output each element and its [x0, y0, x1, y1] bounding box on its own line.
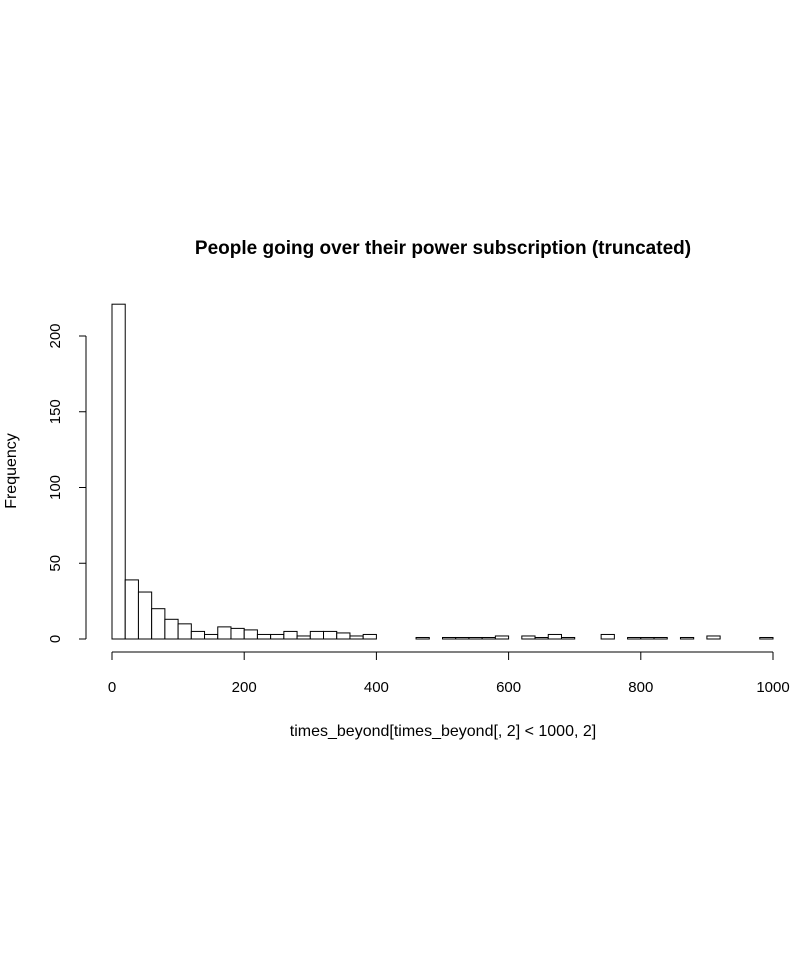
histogram-bar — [230, 627, 245, 640]
histogram-bar — [468, 636, 483, 640]
y-tick-label: 200 — [47, 323, 64, 348]
histogram-bar — [627, 636, 642, 640]
y-axis-label: Frequency — [3, 433, 20, 509]
x-tick-label: 400 — [364, 679, 389, 696]
x-axis-label: times_beyond[times_beyond[, 2] < 1000, 2… — [290, 723, 596, 740]
histogram-bar — [336, 632, 351, 640]
histogram-bar — [243, 629, 258, 640]
y-tick-label: 50 — [47, 555, 64, 572]
histogram-bar — [217, 626, 232, 640]
histogram-bar — [560, 636, 576, 640]
bars-group — [111, 303, 774, 640]
histogram-bar — [679, 636, 695, 640]
histogram-bar — [151, 608, 166, 640]
chart-title: People going over their power subscripti… — [195, 238, 691, 259]
histogram-bar — [204, 633, 219, 640]
histogram-bar — [600, 633, 615, 640]
histogram-bar — [481, 636, 496, 640]
histogram-bar — [534, 636, 549, 640]
histogram-bar — [270, 633, 285, 640]
histogram-bar — [349, 635, 364, 640]
histogram-bar — [323, 630, 338, 640]
histogram-bar — [137, 591, 153, 640]
histogram-bar — [759, 636, 774, 640]
x-tick-label: 1000 — [756, 679, 789, 696]
histogram-bar — [415, 636, 430, 640]
histogram-bar — [124, 579, 139, 640]
histogram-bar — [256, 633, 272, 640]
histogram-bar — [296, 635, 311, 640]
histogram-bar — [494, 635, 510, 640]
histogram-bar — [653, 636, 668, 640]
y-tick-label: 150 — [47, 399, 64, 424]
histogram-bar — [455, 636, 470, 640]
histogram-bar — [190, 630, 206, 640]
histogram-bar — [177, 623, 192, 640]
x-tick-label: 200 — [232, 679, 257, 696]
x-tick-label: 800 — [628, 679, 653, 696]
histogram-bar — [164, 618, 179, 640]
x-axis-ticks: 0 200 400 600 800 1000 — [108, 652, 790, 696]
histogram-bar — [309, 630, 325, 640]
histogram-bar — [283, 630, 298, 640]
histogram-bar — [547, 633, 562, 640]
y-tick-label: 100 — [47, 475, 64, 500]
histogram-bar — [521, 635, 536, 640]
x-tick-label: 600 — [496, 679, 521, 696]
histogram-bar — [362, 633, 377, 640]
histogram-bar — [706, 635, 721, 640]
x-tick-label: 0 — [108, 679, 116, 696]
histogram-bar — [640, 636, 655, 640]
histogram-bar — [442, 636, 457, 640]
histogram-bar — [111, 303, 126, 640]
y-axis-ticks: 0 50 100 150 200 — [47, 323, 86, 643]
y-tick-label: 0 — [47, 635, 64, 643]
